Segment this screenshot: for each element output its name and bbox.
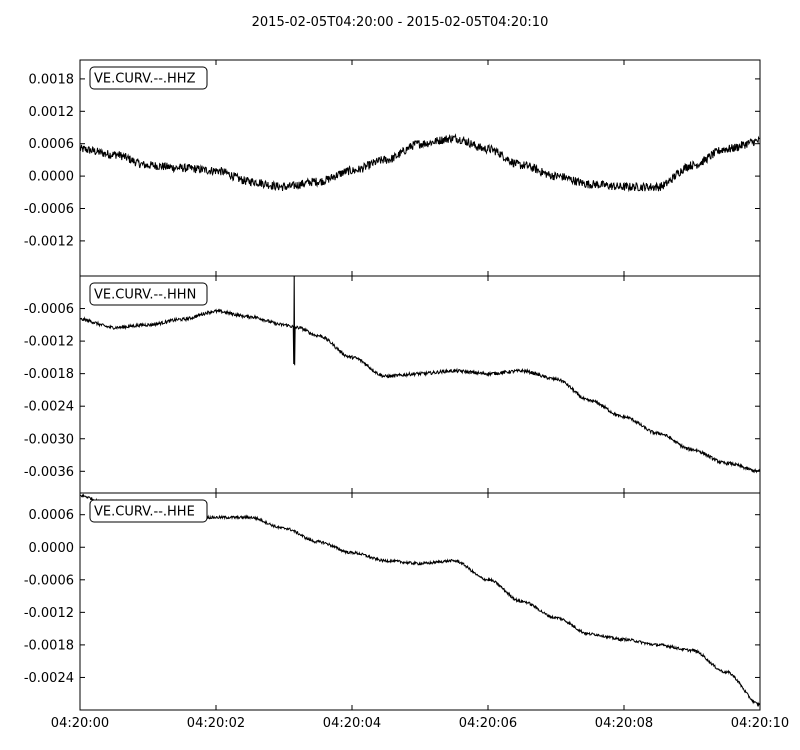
x-tick-label: 04:20:10 <box>731 716 789 731</box>
waveform-line <box>80 276 760 474</box>
y-tick-label: 0.0000 <box>29 170 75 185</box>
trace-panel: 0.0006 0.0000 -0.0006 -0.0012 -0.0018 -0.0024… <box>24 492 789 731</box>
x-tick-label: 04:20:02 <box>187 716 245 731</box>
y-tick-label: -0.0006 <box>24 202 74 217</box>
plot-frame <box>79 275 761 494</box>
y-tick-label: -0.0018 <box>24 638 74 653</box>
y-tick-label: -0.0024 <box>24 671 74 686</box>
y-tick-label: -0.0024 <box>24 400 74 415</box>
x-tick-label: 04:20:06 <box>459 716 517 731</box>
trace-label-box: VE.CURV.--.HHN <box>89 282 208 306</box>
trace-label-box: VE.CURV.--.HHE <box>89 499 208 523</box>
y-tick-label: -0.0006 <box>24 302 74 317</box>
plot-frame <box>79 492 761 711</box>
x-tick-label: 04:20:00 <box>51 716 109 731</box>
trace-label-box: VE.CURV.--.HHZ <box>89 66 208 90</box>
trace-panels: 0.0018 0.0012 0.0006 0.0000 -0.0006 -0.0012 VE… <box>24 59 789 731</box>
y-tick-label: -0.0006 <box>24 573 74 588</box>
trace-label: VE.CURV.--.HHE <box>94 505 195 520</box>
y-tick-label: -0.0018 <box>24 367 74 382</box>
y-tick-label: 0.0006 <box>29 137 75 152</box>
y-tick-label: 0.0000 <box>29 541 75 556</box>
y-tick-label: 0.0006 <box>29 508 75 523</box>
y-tick-label: 0.0018 <box>29 72 75 87</box>
trace-label: VE.CURV.--.HHN <box>94 288 196 303</box>
y-tick-label: -0.0036 <box>24 465 74 480</box>
y-tick-label: 0.0012 <box>29 105 75 120</box>
trace-label: VE.CURV.--.HHZ <box>94 72 196 87</box>
y-tick-label: -0.0012 <box>24 234 74 249</box>
x-tick-label: 04:20:04 <box>323 716 381 731</box>
y-tick-label: -0.0012 <box>24 335 74 350</box>
trace-panel: 0.0018 0.0012 0.0006 0.0000 -0.0006 -0.0012 VE… <box>24 59 761 277</box>
waveform-line <box>80 493 760 708</box>
x-tick-label: 04:20:08 <box>595 716 653 731</box>
trace-panel: -0.0006 -0.0012 -0.0018 -0.0024 -0.0030 -0.00… <box>24 275 761 494</box>
y-tick-label: -0.0030 <box>24 432 74 447</box>
waveform-line <box>80 133 760 193</box>
y-tick-label: -0.0012 <box>24 606 74 621</box>
figure-title: 2015-02-05T04:20:00 - 2015-02-05T04:20:1… <box>252 15 549 30</box>
